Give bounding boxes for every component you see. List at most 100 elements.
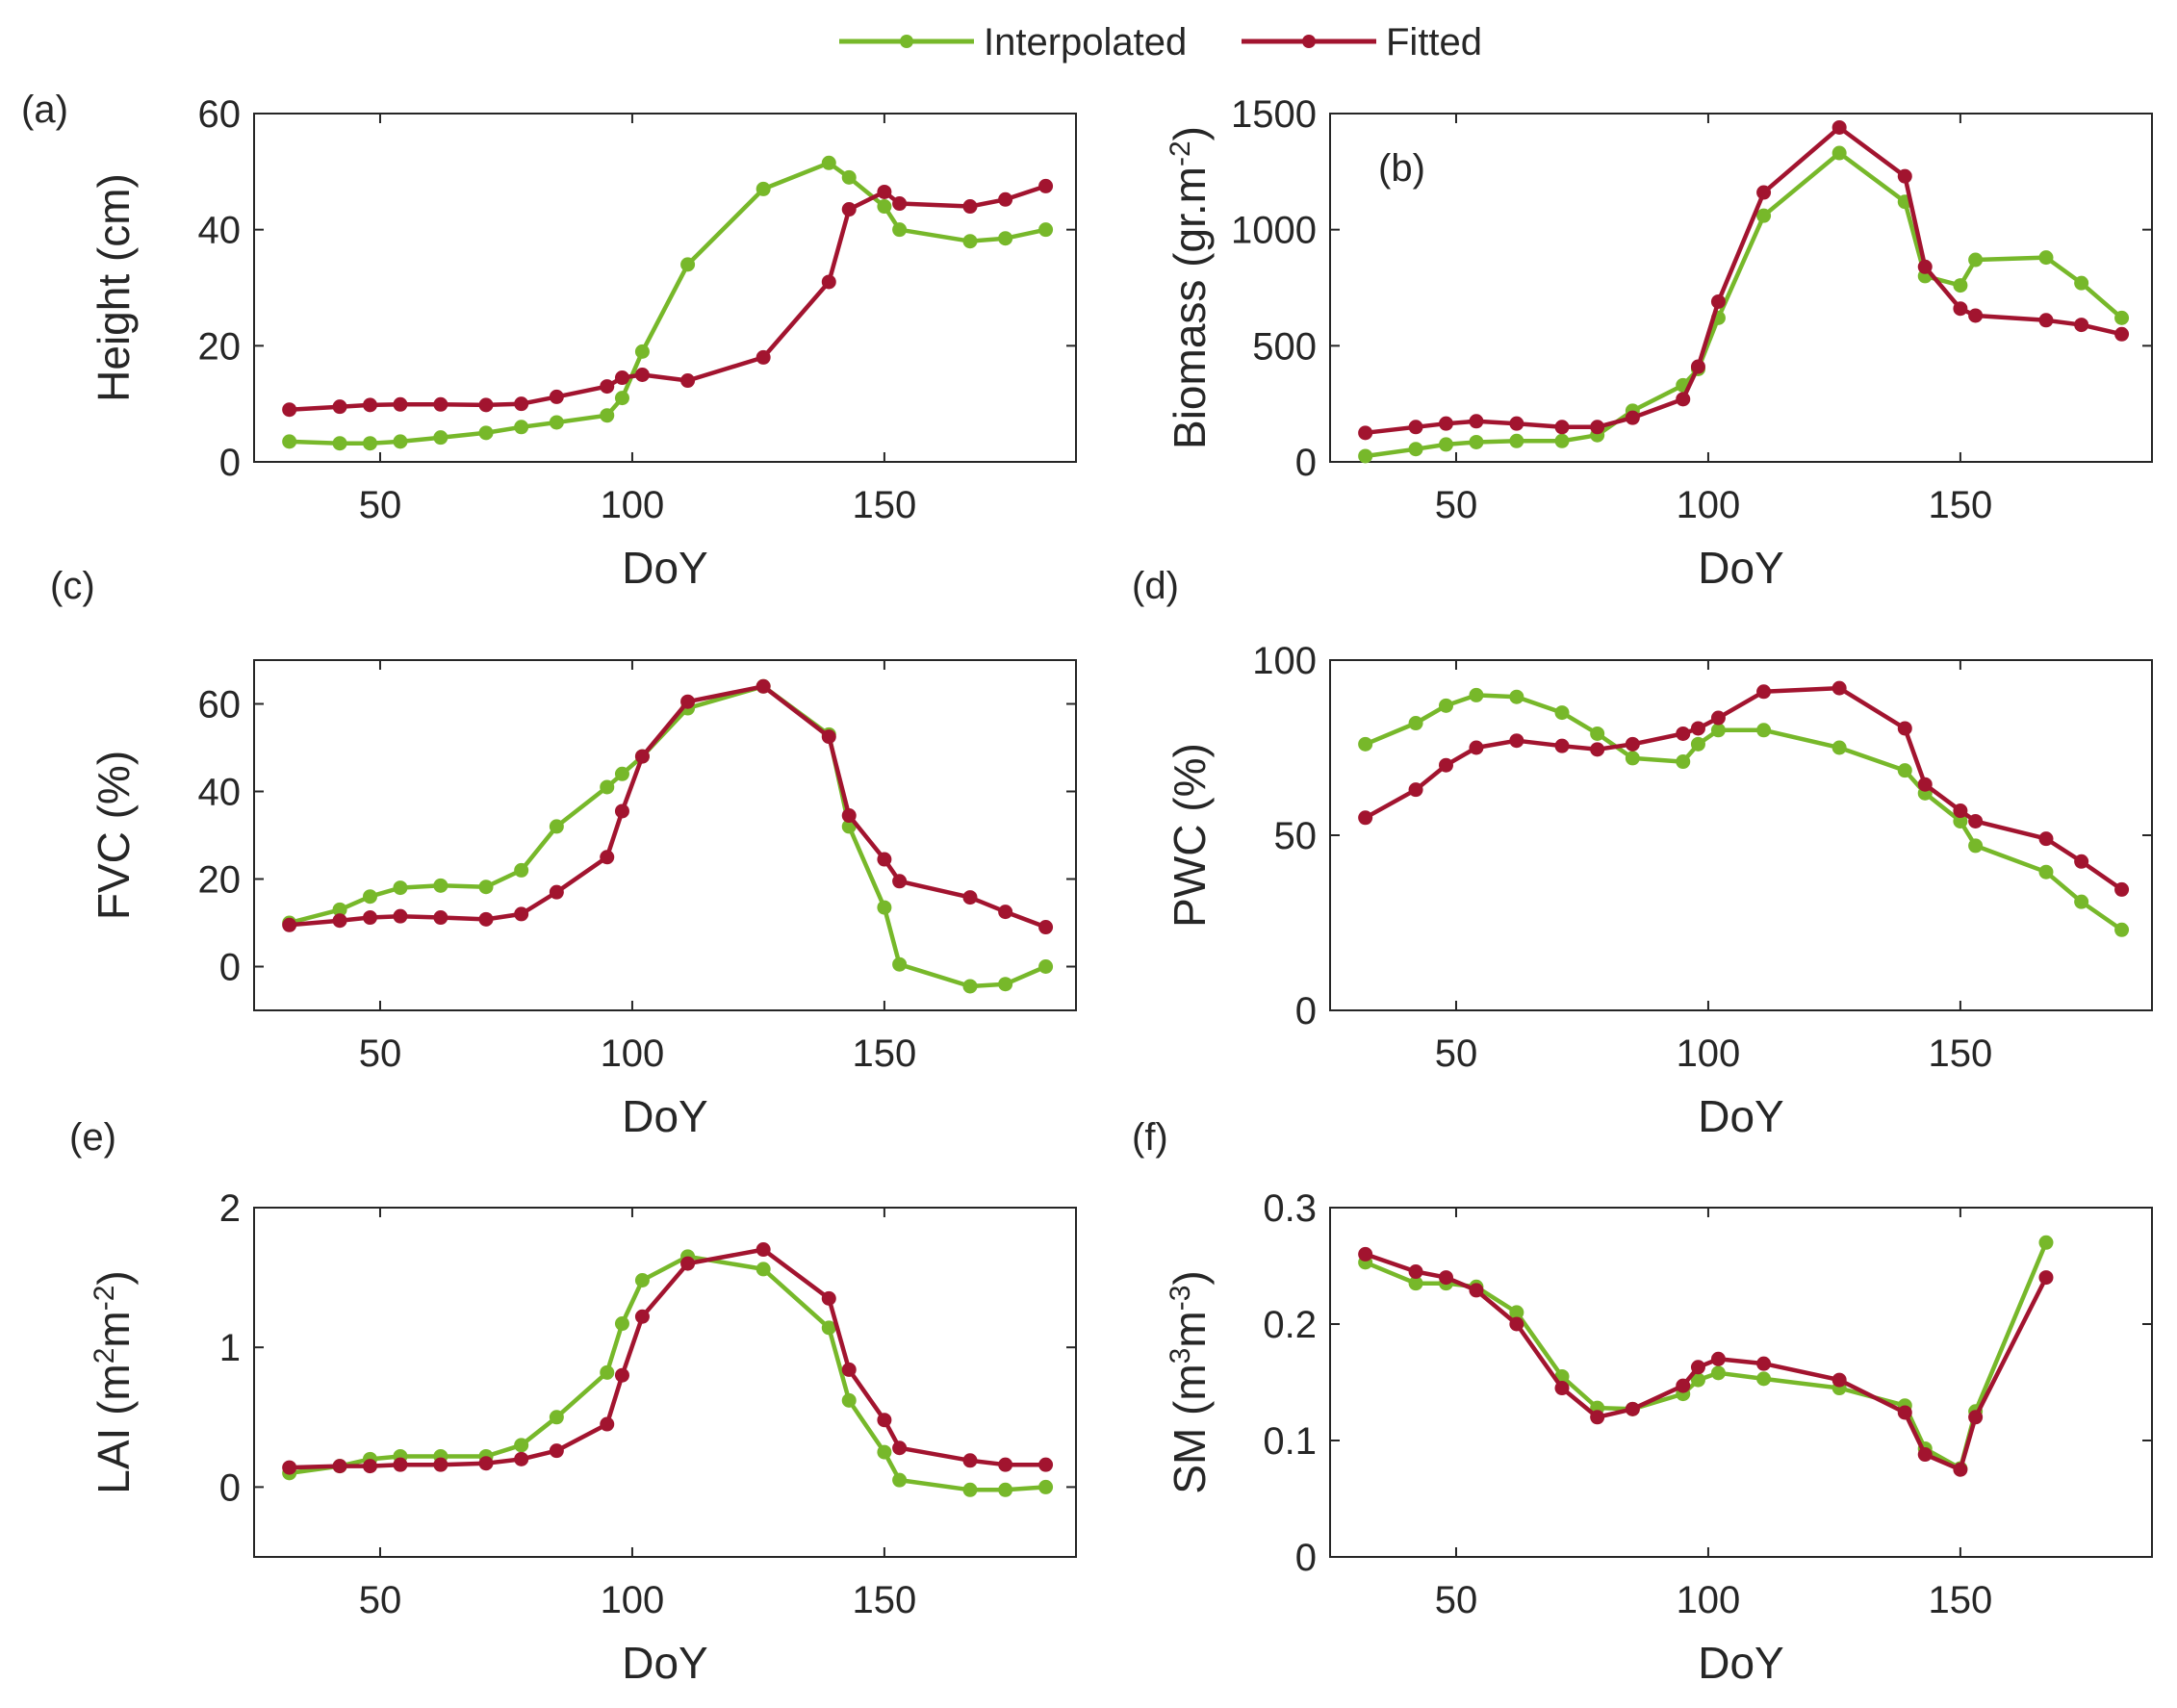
y-axis-title: PWC (%) bbox=[1165, 743, 1215, 928]
data-point-interpolated bbox=[1897, 763, 1912, 778]
panel-label: (e) bbox=[69, 1116, 116, 1159]
data-point-fitted bbox=[998, 191, 1013, 207]
data-point-fitted bbox=[1710, 293, 1726, 309]
data-point-fitted bbox=[514, 396, 529, 412]
data-point-fitted bbox=[1710, 1351, 1726, 1366]
data-point-fitted bbox=[1897, 1405, 1912, 1420]
data-point-fitted bbox=[821, 274, 836, 290]
data-point-fitted bbox=[1408, 1264, 1423, 1280]
data-point-interpolated bbox=[1439, 698, 1454, 713]
data-point-interpolated bbox=[2038, 1235, 2054, 1250]
data-point-fitted bbox=[756, 349, 771, 365]
data-point-interpolated bbox=[1554, 433, 1570, 448]
data-point-interpolated bbox=[549, 819, 564, 834]
x-tick-label: 150 bbox=[1929, 484, 1993, 526]
x-axis-title: DoY bbox=[622, 543, 707, 593]
data-point-fitted bbox=[1590, 1410, 1605, 1425]
y-axis-title: FVC (%) bbox=[89, 751, 139, 920]
y-tick-label: 0 bbox=[1295, 1537, 1317, 1579]
y-tick-label: 60 bbox=[198, 93, 242, 136]
data-point-fitted bbox=[478, 397, 494, 413]
data-point-fitted bbox=[549, 1443, 564, 1459]
data-point-fitted bbox=[1038, 178, 1054, 193]
y-tick-label: 1 bbox=[219, 1327, 241, 1369]
data-point-fitted bbox=[1831, 119, 1847, 135]
data-point-fitted bbox=[393, 396, 408, 412]
y-axis-title-main: PWC (%) bbox=[1165, 743, 1215, 928]
data-point-interpolated bbox=[1710, 1365, 1726, 1381]
data-point-fitted bbox=[1676, 726, 1691, 741]
data-point-fitted bbox=[1469, 1283, 1484, 1298]
y-axis-title: Biomass (gr.m-2) bbox=[1165, 126, 1215, 449]
y-tick-label: 0 bbox=[1295, 442, 1317, 484]
data-point-fitted bbox=[1554, 420, 1570, 435]
data-point-fitted bbox=[998, 1457, 1013, 1472]
legend-label-fitted: Fitted bbox=[1386, 21, 1482, 64]
data-point-fitted bbox=[282, 1460, 297, 1475]
data-point-interpolated bbox=[1509, 1305, 1524, 1320]
data-point-fitted bbox=[1038, 1457, 1054, 1472]
data-point-fitted bbox=[680, 1256, 696, 1271]
data-point-fitted bbox=[892, 1440, 908, 1456]
data-point-fitted bbox=[1509, 416, 1524, 431]
panel-label: (a) bbox=[21, 89, 68, 131]
y-tick-label: 20 bbox=[198, 325, 242, 368]
data-point-interpolated bbox=[1968, 838, 1984, 854]
data-point-fitted bbox=[821, 729, 836, 745]
data-point-fitted bbox=[841, 808, 857, 824]
x-tick-label: 150 bbox=[853, 1032, 917, 1075]
data-point-interpolated bbox=[600, 408, 615, 423]
y-tick-label: 1500 bbox=[1231, 93, 1317, 136]
data-point-fitted bbox=[1509, 1316, 1524, 1332]
data-point-interpolated bbox=[1953, 813, 1968, 829]
data-point-interpolated bbox=[2038, 250, 2054, 266]
data-point-interpolated bbox=[1408, 716, 1423, 731]
series-fitted bbox=[1358, 1246, 2054, 1477]
data-point-fitted bbox=[2038, 831, 2054, 847]
data-point-fitted bbox=[634, 749, 650, 764]
data-point-interpolated bbox=[1038, 959, 1054, 974]
series-line-fitted bbox=[289, 1247, 1046, 1470]
data-point-fitted bbox=[1038, 920, 1054, 935]
data-point-interpolated bbox=[998, 231, 1013, 246]
data-point-interpolated bbox=[614, 766, 629, 781]
data-point-fitted bbox=[332, 1459, 347, 1474]
series-fitted bbox=[282, 678, 1054, 935]
data-point-interpolated bbox=[1831, 145, 1847, 161]
data-point-fitted bbox=[2114, 881, 2130, 897]
series-line-fitted bbox=[1365, 125, 2123, 436]
data-point-interpolated bbox=[1358, 448, 1373, 464]
data-point-fitted bbox=[841, 202, 857, 217]
series-line-fitted bbox=[1364, 1252, 2049, 1472]
data-point-fitted bbox=[1625, 410, 1640, 425]
data-point-fitted bbox=[1554, 1381, 1570, 1396]
plot-area-frame bbox=[253, 659, 1077, 1011]
data-point-interpolated bbox=[332, 902, 347, 917]
legend: Interpolated Fitted bbox=[839, 21, 1482, 64]
data-point-interpolated bbox=[393, 434, 408, 449]
data-point-interpolated bbox=[1408, 1276, 1423, 1291]
data-point-fitted bbox=[282, 917, 297, 932]
data-point-interpolated bbox=[363, 889, 378, 905]
y-tick-label: 2 bbox=[219, 1187, 241, 1230]
data-point-fitted bbox=[1831, 680, 1847, 696]
x-tick-label: 150 bbox=[853, 484, 917, 526]
y-axis-title-end: ) bbox=[1165, 1270, 1215, 1285]
x-tick-label: 50 bbox=[1435, 1579, 1478, 1621]
panel-label: (b) bbox=[1378, 147, 1425, 190]
data-point-fitted bbox=[680, 694, 696, 709]
data-point-interpolated bbox=[892, 956, 908, 972]
data-point-fitted bbox=[1968, 1410, 1984, 1425]
data-point-fitted bbox=[614, 1367, 629, 1383]
data-point-fitted bbox=[363, 1459, 378, 1474]
data-point-fitted bbox=[2038, 313, 2054, 328]
data-point-fitted bbox=[433, 910, 448, 926]
data-point-fitted bbox=[332, 399, 347, 415]
data-point-fitted bbox=[892, 874, 908, 889]
data-point-interpolated bbox=[1625, 751, 1640, 766]
x-tick-label: 100 bbox=[601, 1579, 665, 1621]
y-axis-title-sup: 3 bbox=[1165, 1348, 1196, 1364]
data-point-interpolated bbox=[363, 436, 378, 451]
data-point-interpolated bbox=[514, 1438, 529, 1453]
data-point-interpolated bbox=[821, 155, 836, 170]
